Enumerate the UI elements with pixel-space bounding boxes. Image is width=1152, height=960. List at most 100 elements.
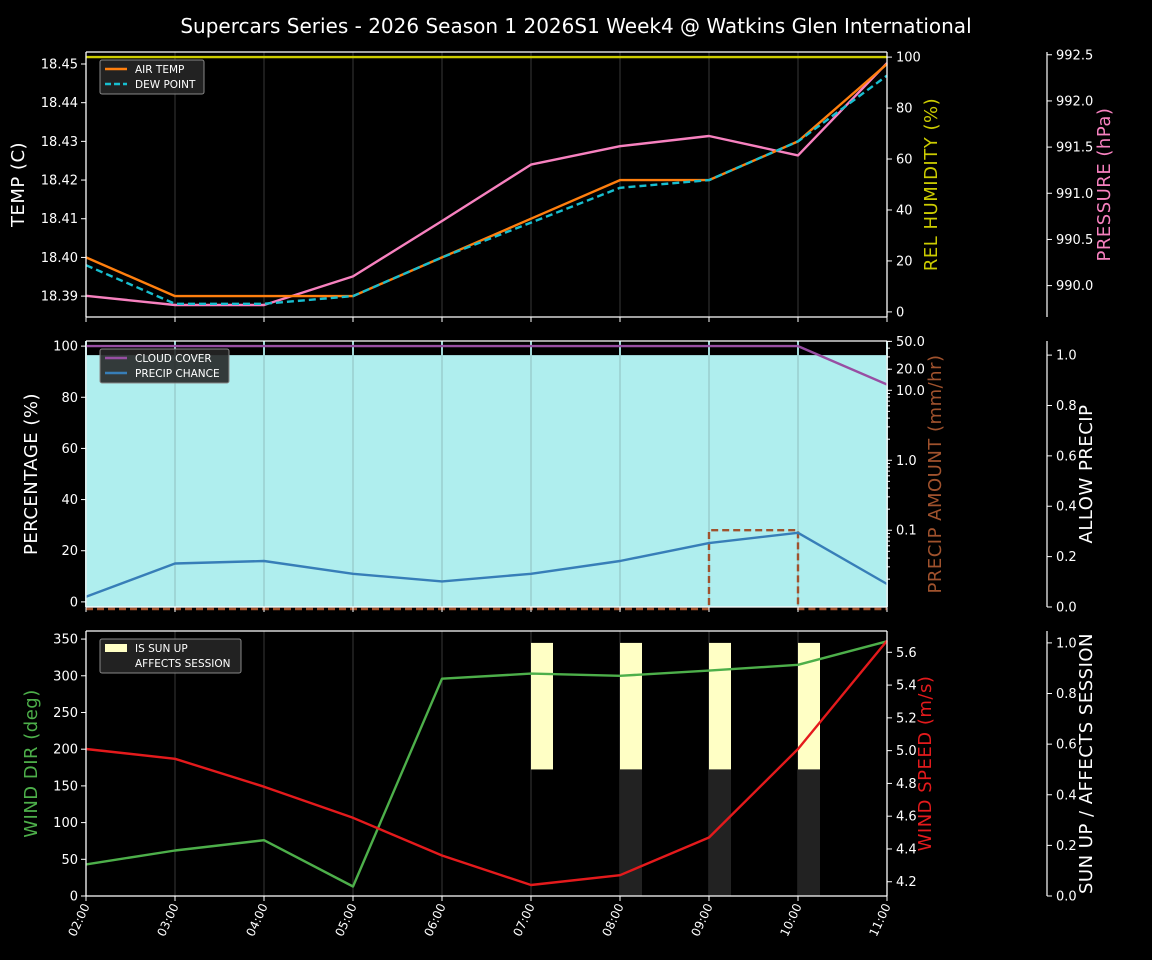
right-axis-label: PRECIP AMOUNT (mm/hr) (925, 354, 946, 593)
right-y-tick-label: 4.4 (896, 842, 917, 857)
right-y-tick-label: 4.8 (896, 777, 917, 792)
left-y-tick-label: 18.40 (41, 251, 78, 266)
x-tick-label: 11:00 (866, 901, 893, 938)
air-temp-line (85, 63, 888, 298)
right-y-tick-label: 20 (896, 254, 913, 269)
legend-label: CLOUD COVER (135, 353, 212, 365)
right2-y-tick-label: 0.4 (1056, 788, 1077, 803)
panel-3: 02:00 03:00 04:00 05:00 06:00 07:00 08:00 09:00… (21, 630, 1097, 939)
left-y-tick-label: 18.39 (41, 290, 78, 305)
right-y-tick-label: 20.0 (896, 363, 925, 378)
left-y-tick-label: 80 (61, 391, 78, 406)
right2-axis-label: PRESSURE (hPa) (1094, 108, 1115, 262)
left-y-tick-label: 60 (61, 442, 78, 457)
left-y-tick-label: 18.45 (41, 57, 78, 72)
left-y-tick-label: 50 (61, 853, 78, 868)
dew-point-line (85, 74, 888, 305)
right-y-tick-label: 5.2 (896, 711, 917, 726)
right2-y-tick-label: 0.8 (1056, 399, 1077, 414)
sun-up-bar-1000 (798, 642, 820, 770)
wind-speed-m-s-line (85, 640, 888, 887)
x-tick-label: 06:00 (421, 901, 448, 938)
right-axis-label: WIND SPEED (m/s) (915, 676, 936, 852)
left-axis-label: WIND DIR (deg) (21, 689, 42, 838)
right2-y-tick-label: 0.8 (1056, 687, 1077, 702)
affects-session-bar-1000 (798, 769, 820, 896)
legend: CLOUD COVER PRECIP CHANCE (99, 348, 230, 384)
left-y-tick-label: 20 (61, 544, 78, 559)
right-y-tick-label: 5.0 (896, 744, 917, 759)
x-tick-label: 07:00 (510, 901, 537, 938)
right2-y-tick-label: 992.0 (1056, 94, 1093, 109)
right2-axis-label: SUN UP / AFFECTS SESSION (1076, 633, 1097, 894)
right-y-tick-label: 40 (896, 203, 913, 218)
left-y-tick-label: 18.42 (41, 174, 78, 189)
right2-y-tick-label: 990.0 (1056, 279, 1093, 294)
left-y-tick-label: 18.44 (41, 96, 78, 111)
right-y-tick-label: 60 (896, 153, 913, 168)
left-y-tick-label: 100 (53, 340, 78, 355)
sun-up-bar-0800 (620, 642, 642, 770)
right2-y-tick-label: 0.2 (1056, 550, 1077, 565)
right2-y-tick-label: 0.6 (1056, 449, 1077, 464)
x-tick-label: 05:00 (332, 901, 359, 938)
right-y-tick-label: 5.4 (896, 679, 917, 694)
panel-1: 18.39 18.40 18.41 18.42 18.43 18.44 18.45 TEMP … (8, 48, 1115, 322)
right-y-tick-label: 50.0 (896, 335, 925, 350)
right-y-tick-label: 80 (896, 102, 913, 117)
right-y-tick-label: 1.0 (896, 454, 917, 469)
cloud-cover-line (86, 344, 888, 386)
right-axis-label: REL HUMIDITY (%) (921, 98, 942, 271)
x-tick-label: 09:00 (688, 901, 715, 938)
right2-y-tick-label: 991.5 (1056, 141, 1093, 156)
left-y-tick-label: 40 (61, 493, 78, 508)
right2-y-tick-label: 0.0 (1056, 601, 1077, 616)
right-y-tick-label: 100 (896, 51, 921, 66)
x-tick-label: 10:00 (777, 901, 804, 938)
right2-y-tick-label: 990.5 (1056, 233, 1093, 248)
left-y-tick-label: 300 (53, 669, 78, 684)
right2-y-tick-label: 0.2 (1056, 839, 1077, 854)
legend-box (99, 348, 230, 384)
right2-y-tick-label: 0.4 (1056, 500, 1077, 515)
right-y-tick-label: 0 (896, 305, 904, 320)
wind-dir-deg-line (85, 640, 888, 888)
panel-2: 0 20 40 60 80 100 PERCENTAGE (%) 0.1 1.0 10.0 20.0… (21, 335, 1097, 616)
legend: AIR TEMP DEW POINT (99, 59, 205, 95)
right2-y-tick-label: 1.0 (1056, 636, 1077, 651)
right2-y-tick-label: 991.0 (1056, 187, 1093, 202)
precip-chance-line (85, 531, 888, 598)
legend-label: IS SUN UP (135, 643, 188, 655)
legend-swatch (105, 659, 127, 667)
affects-session-bar-0800 (620, 769, 642, 896)
x-tick-label: 02:00 (65, 901, 92, 938)
left-y-tick-label: 200 (53, 743, 78, 758)
left-y-tick-label: 350 (53, 633, 78, 648)
chart-title: Supercars Series - 2026 Season 1 2026S1 … (180, 14, 972, 38)
left-axis-label: TEMP (C) (8, 142, 29, 228)
left-y-tick-label: 250 (53, 706, 78, 721)
legend-label: DEW POINT (135, 79, 196, 91)
right2-y-tick-label: 1.0 (1056, 349, 1077, 364)
right-y-tick-label: 4.6 (896, 810, 917, 825)
left-y-tick-label: 18.43 (41, 135, 78, 150)
legend-label: PRECIP CHANCE (135, 368, 220, 380)
legend-label: AIR TEMP (135, 64, 184, 76)
x-tick-label: 08:00 (599, 901, 626, 938)
legend: IS SUN UP AFFECTS SESSION (99, 638, 242, 674)
allow-precip-area (86, 355, 887, 607)
precip-amount-mm-hr-line (86, 529, 887, 611)
legend-label: AFFECTS SESSION (135, 658, 231, 670)
left-y-tick-label: 150 (53, 779, 78, 794)
left-y-tick-label: 100 (53, 816, 78, 831)
right2-y-tick-label: 992.5 (1056, 48, 1093, 63)
left-y-tick-label: 0 (70, 890, 78, 905)
legend-swatch (105, 644, 127, 652)
sun-up-bar-0900 (709, 642, 731, 770)
right-y-tick-label: 10.0 (896, 384, 925, 399)
left-axis-label: PERCENTAGE (%) (21, 393, 42, 555)
right-y-tick-label: 5.6 (896, 646, 917, 661)
x-tick-label: 03:00 (154, 901, 181, 938)
right2-y-tick-label: 0.6 (1056, 738, 1077, 753)
